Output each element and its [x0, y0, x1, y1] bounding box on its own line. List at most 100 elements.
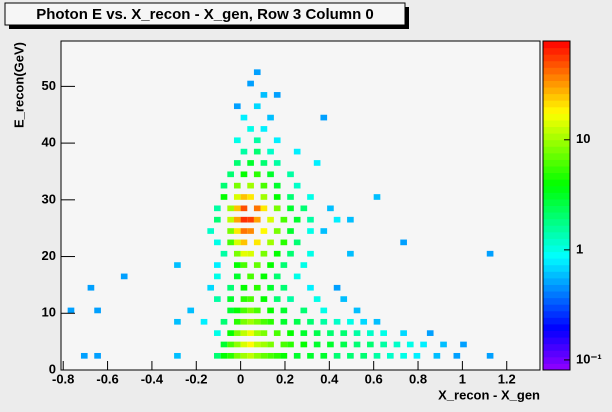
palette-step [543, 152, 570, 160]
cell [273, 205, 281, 212]
palette-step [543, 343, 570, 351]
cell [293, 239, 301, 246]
palette-step [543, 198, 570, 206]
cell [267, 318, 274, 325]
cell [260, 273, 268, 280]
cell [340, 296, 348, 302]
cell [347, 352, 354, 359]
cell [233, 352, 241, 359]
cell [253, 307, 261, 314]
cell [233, 341, 241, 348]
cell [253, 205, 261, 212]
cell [273, 137, 281, 144]
cell [240, 284, 248, 291]
cell [260, 194, 268, 200]
palette-step [543, 323, 570, 332]
cell [214, 239, 221, 246]
x-tick-label: 0.2 [276, 371, 294, 386]
cell [386, 352, 394, 359]
cell [214, 216, 221, 223]
cell [273, 160, 281, 166]
x-tick-label: -0.2 [185, 371, 207, 386]
cell [214, 273, 221, 280]
palette-step [543, 133, 570, 141]
cell [233, 216, 241, 223]
cell [227, 284, 234, 291]
y-tick-label: 10 [42, 305, 56, 320]
cell [347, 318, 354, 325]
palette-step [543, 73, 570, 81]
cell [253, 171, 261, 178]
x-tick-label: 0.6 [365, 371, 383, 386]
cell [340, 330, 348, 336]
cell [406, 341, 414, 348]
cell [247, 341, 254, 348]
cell [233, 182, 241, 189]
axes: 10⁻¹ 1 10 -0.8 -0.6 -0.4 -0.2 0 0.2 0.4 0.6 0.8 1 1.2… [42, 40, 602, 386]
cell [200, 318, 208, 325]
x-axis-label: X_recon - X_gen [438, 387, 540, 402]
x-tick-label: 0.8 [409, 371, 427, 386]
cell [94, 352, 101, 359]
cell [174, 262, 181, 268]
cell [233, 103, 241, 110]
cell [174, 352, 181, 359]
y-tick-label: 40 [42, 135, 56, 150]
cell [420, 341, 427, 348]
palette-step [543, 330, 570, 338]
cell [227, 341, 234, 348]
cell [273, 194, 281, 200]
palette-step [543, 41, 570, 49]
palette-step [543, 317, 570, 325]
cell [367, 330, 374, 336]
cell [214, 352, 221, 359]
cell [227, 307, 234, 314]
cell [327, 341, 334, 348]
cell [486, 250, 494, 257]
cell [233, 250, 241, 257]
cell [247, 194, 254, 200]
cell [94, 307, 101, 314]
cell [287, 296, 294, 302]
cell [280, 307, 288, 314]
cell [280, 239, 288, 246]
cell [247, 126, 254, 132]
cell [367, 341, 374, 348]
cell [260, 228, 268, 234]
cell [313, 341, 321, 348]
cell [307, 352, 314, 359]
cell [307, 318, 314, 325]
cell [373, 194, 381, 200]
cell [280, 318, 288, 325]
cell [353, 307, 361, 314]
cell [380, 330, 387, 336]
y-axis-label: E_recon(GeV) [11, 42, 26, 128]
palette-step [543, 166, 570, 174]
y-tick-label: 20 [42, 248, 56, 263]
palette-step [543, 146, 570, 154]
cell [260, 182, 268, 189]
cell [247, 216, 254, 223]
cell [240, 296, 248, 302]
cell [347, 216, 354, 223]
cell [273, 228, 281, 234]
cell [333, 318, 341, 325]
cell [353, 341, 361, 348]
cell [187, 307, 195, 314]
cell [120, 273, 128, 280]
cell [260, 126, 268, 132]
cell [247, 250, 254, 257]
cell [260, 341, 268, 348]
cell [267, 307, 274, 314]
cell [347, 250, 354, 257]
cell [240, 307, 248, 314]
cell [260, 205, 268, 212]
cell [233, 228, 241, 234]
cell [280, 352, 288, 359]
cell [300, 330, 308, 336]
cell [253, 341, 261, 348]
palette-step [543, 284, 570, 292]
cells [67, 69, 494, 359]
cell [380, 341, 387, 348]
cell [247, 318, 254, 325]
